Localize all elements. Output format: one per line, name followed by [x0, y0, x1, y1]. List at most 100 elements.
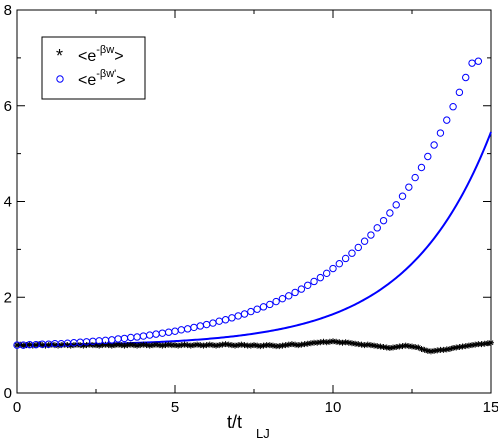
data-point-star-shape	[93, 342, 99, 349]
data-point-circle	[405, 183, 413, 191]
data-point-star-shape	[282, 342, 289, 349]
data-point-circle	[202, 320, 211, 329]
data-point-star-shape	[244, 342, 251, 349]
data-point-star-shape	[311, 339, 318, 346]
data-point-star	[336, 339, 343, 346]
data-point-star-shape	[219, 341, 226, 348]
data-point-circle	[234, 312, 242, 320]
data-point-star-shape	[434, 347, 441, 354]
data-point-star-shape	[330, 338, 336, 345]
data-point-star	[412, 344, 419, 351]
data-point-star-shape	[358, 341, 365, 348]
data-point-star	[374, 343, 381, 350]
data-point-star-shape	[380, 344, 387, 351]
data-point-star-shape	[459, 343, 466, 350]
data-point-star-shape	[159, 342, 166, 349]
data-point-circle	[316, 273, 325, 282]
data-point-star-shape	[383, 344, 390, 351]
data-point-star-shape	[225, 341, 232, 348]
data-point-star-shape	[402, 342, 409, 349]
data-point-star	[465, 342, 472, 349]
data-point-star	[254, 342, 261, 349]
data-point-star-shape	[181, 341, 188, 348]
data-point-star	[431, 347, 438, 354]
data-point-star	[323, 339, 330, 346]
data-point-star-shape	[443, 346, 450, 353]
data-point-circle	[146, 331, 154, 339]
data-point-star	[424, 347, 431, 354]
data-point-star	[437, 346, 444, 353]
data-point-star-shape	[162, 342, 169, 349]
data-point-star	[266, 342, 273, 349]
data-point-star-shape	[456, 344, 463, 351]
data-point-star	[469, 342, 476, 349]
data-point-star	[358, 341, 365, 348]
legend-box	[41, 36, 146, 100]
x-axis-label: t/t LJ	[227, 412, 270, 441]
data-point-circle	[228, 314, 236, 322]
data-point-star-shape	[127, 341, 134, 348]
data-point-star-shape	[184, 342, 191, 349]
data-point-star-shape	[475, 341, 482, 348]
legend-marker-circle	[56, 75, 64, 83]
data-point-star-shape	[235, 342, 242, 349]
data-point-star	[361, 342, 368, 349]
data-point-star	[348, 340, 355, 347]
data-point-star	[156, 342, 163, 349]
data-point-star-shape	[304, 340, 311, 347]
data-point-star	[225, 341, 232, 348]
data-point-star	[105, 342, 112, 349]
data-point-circle	[310, 277, 318, 286]
data-point-star-shape	[149, 342, 156, 349]
data-point-circle	[291, 288, 299, 297]
data-point-star-shape	[140, 341, 147, 348]
data-point-star-shape	[111, 342, 118, 349]
data-point-star-shape	[80, 342, 87, 349]
data-point-star-shape	[320, 338, 327, 345]
data-point-star-shape	[102, 341, 109, 348]
data-point-star	[295, 342, 302, 349]
data-point-star	[146, 342, 153, 349]
data-point-star	[165, 341, 172, 348]
data-point-star-shape	[269, 342, 276, 349]
data-point-circle	[304, 281, 312, 289]
data-point-star	[99, 342, 106, 349]
data-point-star	[127, 341, 134, 348]
data-point-star-shape	[469, 342, 476, 349]
data-point-circle	[139, 332, 148, 340]
data-point-star-shape	[137, 342, 144, 349]
data-point-star-shape	[431, 347, 438, 354]
data-point-star	[149, 342, 156, 349]
data-point-star-shape	[339, 339, 346, 346]
data-point-star-shape	[465, 342, 472, 349]
data-point-star-shape	[232, 342, 239, 349]
data-point-circle	[392, 201, 400, 209]
data-point-star-shape	[333, 338, 340, 345]
data-point-circle	[443, 116, 451, 124]
data-point-star	[352, 340, 359, 347]
data-point-star	[307, 340, 314, 347]
data-point-star-shape	[314, 339, 321, 346]
data-point-star	[134, 342, 141, 349]
data-point-star-shape	[105, 342, 112, 349]
data-point-star	[32, 342, 39, 349]
series-layer	[13, 57, 494, 355]
data-point-star	[399, 343, 406, 350]
data-point-star-shape	[323, 339, 330, 346]
data-point-star-shape	[64, 342, 71, 349]
data-point-star	[67, 342, 74, 349]
data-point-star-shape	[238, 341, 245, 348]
data-point-star	[320, 338, 327, 345]
data-point-star	[187, 342, 194, 349]
data-point-circle	[329, 264, 337, 273]
data-point-star	[484, 340, 491, 347]
data-point-circle	[468, 59, 476, 67]
data-point-circle	[114, 335, 122, 343]
data-point-star	[446, 345, 453, 352]
data-point-star	[427, 348, 434, 355]
data-point-star	[137, 342, 144, 349]
data-point-star	[304, 340, 311, 347]
data-point-star	[386, 344, 393, 351]
data-point-star-shape	[421, 346, 428, 353]
